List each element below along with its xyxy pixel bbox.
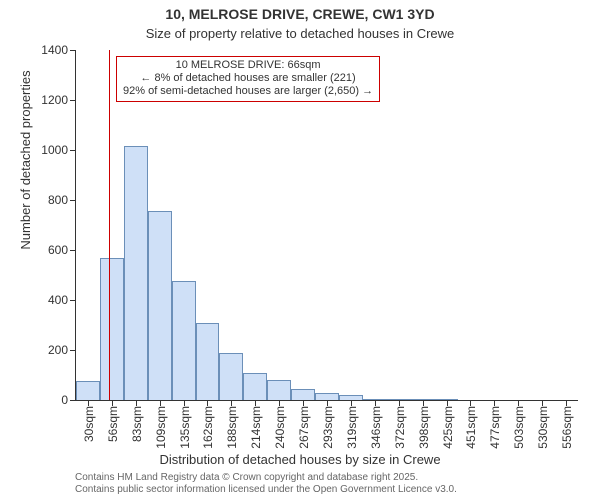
y-tick-label: 400 <box>48 293 76 307</box>
footer-attribution: Contains HM Land Registry data © Crown c… <box>75 472 457 496</box>
reference-vline <box>109 50 111 400</box>
y-tick-label: 1200 <box>41 93 76 107</box>
histogram-bar <box>315 393 339 401</box>
x-tick-label: 425sqm <box>439 406 455 449</box>
histogram-bar <box>291 389 315 400</box>
annotation-box: 10 MELROSE DRIVE: 66sqm← 8% of detached … <box>116 56 380 102</box>
y-tick-label: 1400 <box>41 43 76 57</box>
x-tick-label: 293sqm <box>319 406 335 449</box>
histogram-bar <box>267 380 291 400</box>
footer-line-2: Contains public sector information licen… <box>75 484 457 496</box>
x-tick-label: 398sqm <box>415 406 431 449</box>
y-tick-label: 800 <box>48 193 76 207</box>
x-tick-label: 214sqm <box>247 406 263 449</box>
chart-container: 10, MELROSE DRIVE, CREWE, CW1 3YD Size o… <box>0 0 600 500</box>
chart-title: 10, MELROSE DRIVE, CREWE, CW1 3YD <box>0 6 600 22</box>
x-tick-label: 56sqm <box>104 406 120 442</box>
x-tick-label: 503sqm <box>510 406 526 449</box>
chart-subtitle: Size of property relative to detached ho… <box>0 26 600 41</box>
x-tick-label: 30sqm <box>80 406 96 442</box>
y-axis-label: Number of detached properties <box>18 0 33 335</box>
x-axis-label: Distribution of detached houses by size … <box>0 452 600 467</box>
histogram-bar <box>148 211 172 401</box>
annotation-line-3: 92% of semi-detached houses are larger (… <box>123 85 373 98</box>
annotation-line-2: ← 8% of detached houses are smaller (221… <box>123 72 373 85</box>
annotation-line-1: 10 MELROSE DRIVE: 66sqm <box>123 59 373 72</box>
footer-line-1: Contains HM Land Registry data © Crown c… <box>75 472 457 484</box>
x-tick-label: 530sqm <box>534 406 550 449</box>
histogram-bar <box>243 373 267 401</box>
x-tick-label: 240sqm <box>271 406 287 449</box>
x-tick-label: 346sqm <box>367 406 383 449</box>
x-tick-label: 188sqm <box>223 406 239 449</box>
histogram-bar <box>100 258 124 401</box>
histogram-bar <box>219 353 243 401</box>
histogram-bar <box>76 381 100 400</box>
x-tick-label: 83sqm <box>128 406 144 442</box>
x-tick-label: 162sqm <box>199 406 215 449</box>
plot-area: 020040060080010001200140030sqm56sqm83sqm… <box>75 50 578 401</box>
y-tick-label: 1000 <box>41 143 76 157</box>
y-tick-label: 200 <box>48 343 76 357</box>
histogram-bar <box>124 146 148 400</box>
x-tick-label: 319sqm <box>343 406 359 449</box>
x-tick-label: 477sqm <box>486 406 502 449</box>
x-tick-label: 372sqm <box>391 406 407 449</box>
x-tick-label: 109sqm <box>152 406 168 449</box>
x-tick-label: 556sqm <box>558 406 574 449</box>
histogram-bar <box>172 281 196 401</box>
x-tick-label: 135sqm <box>176 406 192 449</box>
y-tick-label: 600 <box>48 243 76 257</box>
histogram-bar <box>196 323 220 401</box>
y-tick-label: 0 <box>61 393 76 407</box>
x-tick-label: 451sqm <box>462 406 478 449</box>
x-tick-label: 267sqm <box>295 406 311 449</box>
